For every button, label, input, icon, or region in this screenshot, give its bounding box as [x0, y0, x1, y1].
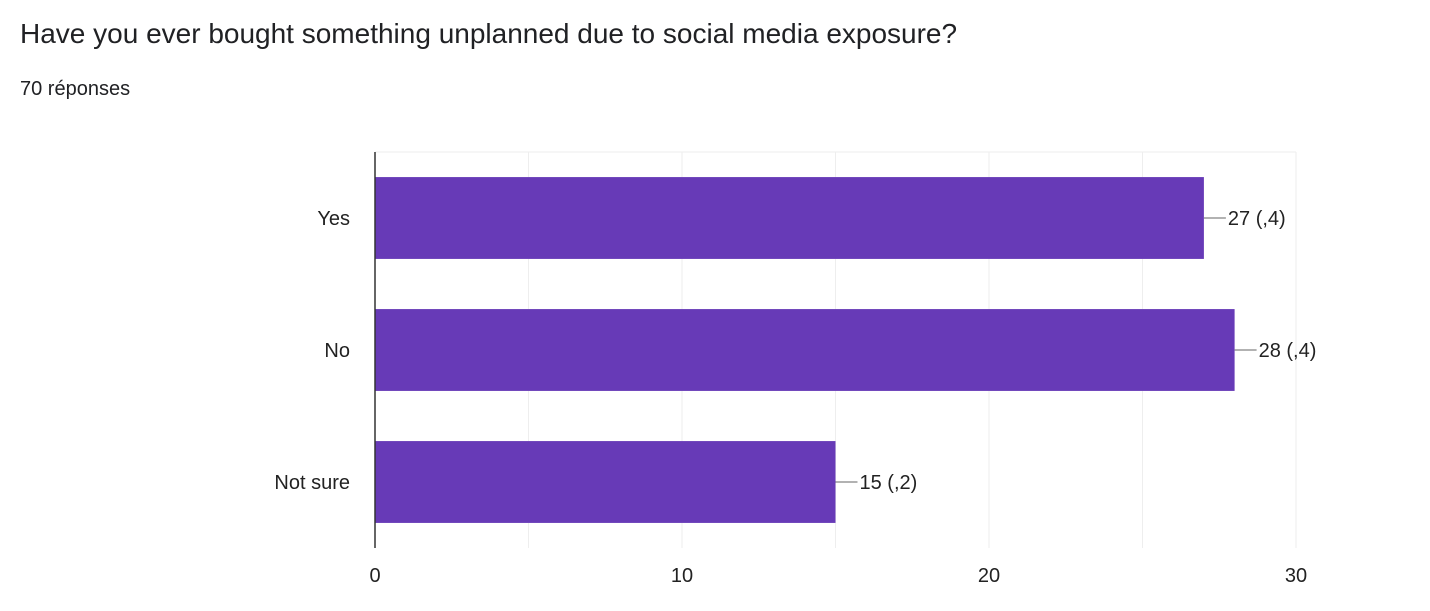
x-tick-label: 20 [978, 565, 1000, 587]
data-label: 15 (,2) [860, 472, 918, 494]
response-count: 70 réponses [20, 78, 131, 100]
category-label: Yes [317, 208, 350, 230]
bar-0 [375, 177, 1204, 259]
bar-1 [375, 309, 1235, 391]
category-label: Not sure [274, 472, 350, 494]
x-tick-label: 30 [1285, 565, 1307, 587]
chart-title: Have you ever bought something unplanned… [20, 18, 958, 49]
bar-2 [375, 441, 836, 523]
data-label: 27 (,4) [1228, 208, 1286, 230]
data-label: 28 (,4) [1259, 340, 1317, 362]
x-tick-label: 0 [369, 565, 380, 587]
category-label: No [324, 340, 350, 362]
x-tick-label: 10 [671, 565, 693, 587]
